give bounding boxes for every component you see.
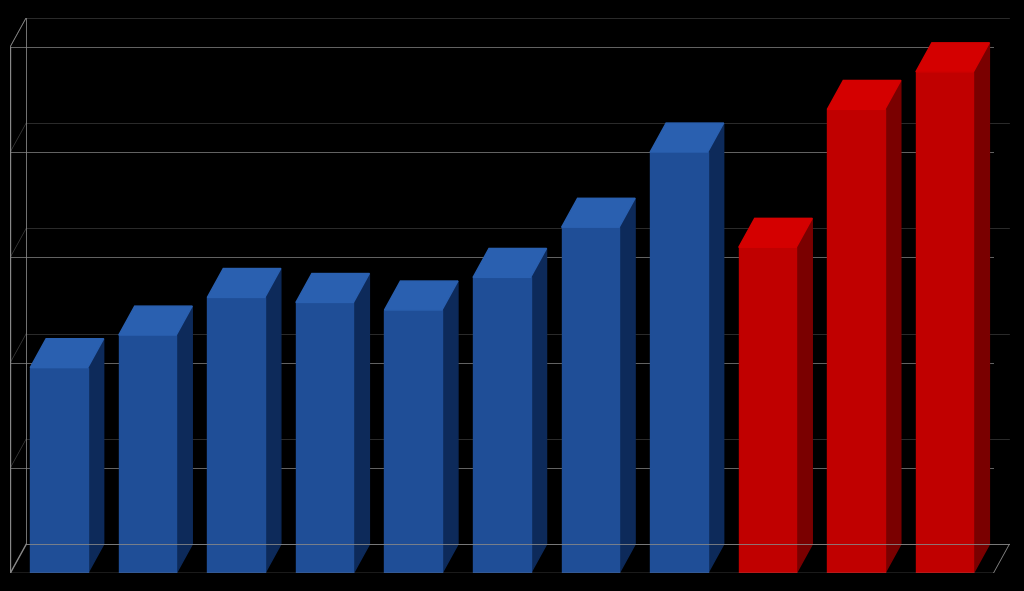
Polygon shape: [296, 274, 370, 303]
Polygon shape: [473, 277, 530, 573]
Polygon shape: [296, 303, 353, 573]
Polygon shape: [915, 72, 974, 573]
Polygon shape: [265, 268, 281, 573]
Polygon shape: [207, 268, 281, 297]
Polygon shape: [384, 281, 458, 310]
Polygon shape: [384, 310, 442, 573]
Polygon shape: [708, 123, 724, 573]
Polygon shape: [797, 218, 812, 573]
Polygon shape: [530, 248, 547, 573]
Polygon shape: [88, 339, 103, 573]
Polygon shape: [30, 339, 103, 368]
Polygon shape: [561, 227, 620, 573]
Polygon shape: [827, 80, 901, 109]
Polygon shape: [119, 306, 193, 335]
Polygon shape: [650, 123, 724, 152]
Polygon shape: [738, 218, 812, 247]
Polygon shape: [473, 248, 547, 277]
Polygon shape: [738, 247, 797, 573]
Polygon shape: [827, 109, 885, 573]
Polygon shape: [974, 43, 989, 573]
Polygon shape: [442, 281, 458, 573]
Polygon shape: [207, 297, 265, 573]
Polygon shape: [561, 198, 635, 227]
Polygon shape: [353, 274, 370, 573]
Polygon shape: [885, 80, 901, 573]
Polygon shape: [30, 368, 88, 573]
Polygon shape: [915, 43, 989, 72]
Polygon shape: [176, 306, 193, 573]
Polygon shape: [650, 152, 708, 573]
Polygon shape: [620, 198, 635, 573]
Polygon shape: [119, 335, 176, 573]
